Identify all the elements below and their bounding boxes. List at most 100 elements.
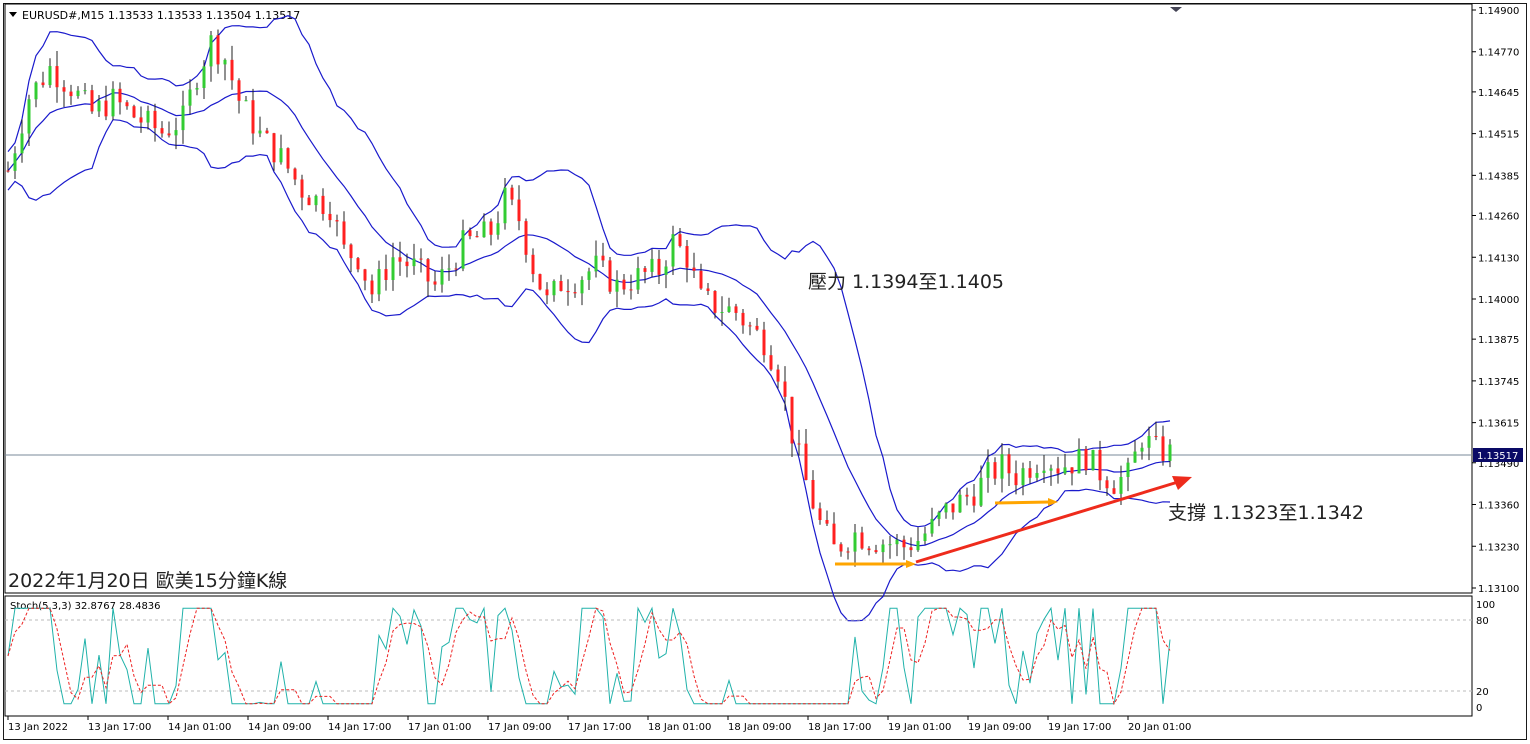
candle-body <box>167 133 171 136</box>
candle-body <box>797 443 801 445</box>
candle-body <box>1133 451 1137 463</box>
stoch-main-line <box>7 606 1171 705</box>
candle-body <box>237 80 241 101</box>
candle-body <box>524 221 528 255</box>
candle-body <box>41 82 45 86</box>
candle-body <box>881 544 885 553</box>
bollinger-upper-band <box>7 15 1171 528</box>
triangle-down-icon[interactable] <box>9 12 17 17</box>
time-tick-label: 20 Jan 01:00 <box>1128 722 1191 733</box>
candle-body <box>216 35 220 65</box>
price-tick-label: 1.14385 <box>1478 171 1519 182</box>
candle-body <box>734 306 738 313</box>
candle-body <box>909 547 913 551</box>
candle-body <box>713 290 717 313</box>
candle-body <box>489 221 493 235</box>
candle-body <box>1028 468 1032 478</box>
candle-body <box>755 325 759 330</box>
candle-body <box>937 512 941 519</box>
candle-body <box>398 257 402 262</box>
candle-body <box>384 269 388 281</box>
candle-body <box>118 88 122 103</box>
candle-body <box>307 197 311 206</box>
candle-body <box>55 66 59 88</box>
time-tick-label: 17 Jan 01:00 <box>408 722 471 733</box>
candle-body <box>153 110 157 129</box>
candle-body <box>1035 472 1039 478</box>
candle-body <box>958 494 962 513</box>
candle-body <box>482 221 486 238</box>
candle-body <box>69 91 73 97</box>
candle-body <box>356 258 360 270</box>
candle-body <box>1007 454 1011 474</box>
stoch-lines <box>7 606 1171 706</box>
shift-marker-icon[interactable] <box>1170 7 1182 12</box>
candle-body <box>6 170 10 172</box>
candle-body <box>846 551 850 553</box>
candle-body <box>790 396 794 444</box>
candle-body <box>811 480 815 509</box>
stoch-signal-line <box>7 607 1171 706</box>
candle-body <box>1161 436 1165 461</box>
candle-body <box>804 443 808 481</box>
support-trend-arrow <box>915 476 1192 564</box>
candle-body <box>951 503 955 513</box>
candle-body <box>111 88 115 117</box>
candle-body <box>461 230 465 269</box>
candle-body <box>1091 449 1095 471</box>
candle-body <box>377 269 381 295</box>
candle-body <box>342 221 346 245</box>
candle-body <box>300 179 304 198</box>
candle-body <box>1014 473 1018 486</box>
candle-body <box>1126 462 1130 477</box>
candle-body <box>545 289 549 296</box>
candle-body <box>601 255 605 261</box>
candle-body <box>349 244 353 259</box>
candle-body <box>76 90 80 97</box>
price-tick-label: 1.13875 <box>1478 335 1519 346</box>
candle-body <box>692 267 696 271</box>
candle-body <box>1154 436 1158 438</box>
time-tick-label: 19 Jan 01:00 <box>888 722 951 733</box>
time-tick-label: 14 Jan 17:00 <box>328 722 391 733</box>
chart-caption: 2022年1月20日 歐美15分鐘K線 <box>8 570 287 592</box>
price-tick-label: 1.14770 <box>1478 48 1519 59</box>
time-tick-label: 18 Jan 09:00 <box>728 722 791 733</box>
candle-body <box>83 90 87 92</box>
main-pane[interactable] <box>4 3 1473 594</box>
candle-body <box>867 548 871 551</box>
candle-body <box>1077 448 1081 474</box>
candle-body <box>657 258 661 275</box>
candle-body <box>363 269 367 281</box>
candle-body <box>622 279 626 290</box>
price-tick-label: 1.13230 <box>1478 542 1519 553</box>
candle-body <box>139 117 143 123</box>
candle-body <box>986 462 990 478</box>
candle-body <box>853 532 857 552</box>
candle-body <box>1098 449 1102 481</box>
candle-body <box>181 105 185 131</box>
candle-body <box>993 462 997 479</box>
time-tick-label: 13 Jan 2022 <box>8 722 68 733</box>
candle-body <box>496 223 500 235</box>
candle-body <box>1084 448 1088 471</box>
stoch-tick-20: 20 <box>1476 687 1489 698</box>
candle-body <box>321 195 325 214</box>
candle-body <box>825 520 829 524</box>
candle-body <box>566 290 570 293</box>
candle-body <box>209 35 213 67</box>
candle-body <box>895 539 899 545</box>
candle-body <box>678 234 682 247</box>
candle-body <box>902 539 906 548</box>
candle-body <box>202 66 206 88</box>
candle-body <box>608 260 612 292</box>
candle-body <box>783 381 787 397</box>
candle-body <box>230 59 234 81</box>
candle-body <box>48 66 52 86</box>
price-tick-label: 1.14515 <box>1478 130 1519 141</box>
time-tick-label: 13 Jan 17:00 <box>88 722 151 733</box>
bollinger-lower-band <box>7 119 1171 622</box>
candle-body <box>195 87 199 90</box>
stoch-pane[interactable] <box>4 595 1473 717</box>
